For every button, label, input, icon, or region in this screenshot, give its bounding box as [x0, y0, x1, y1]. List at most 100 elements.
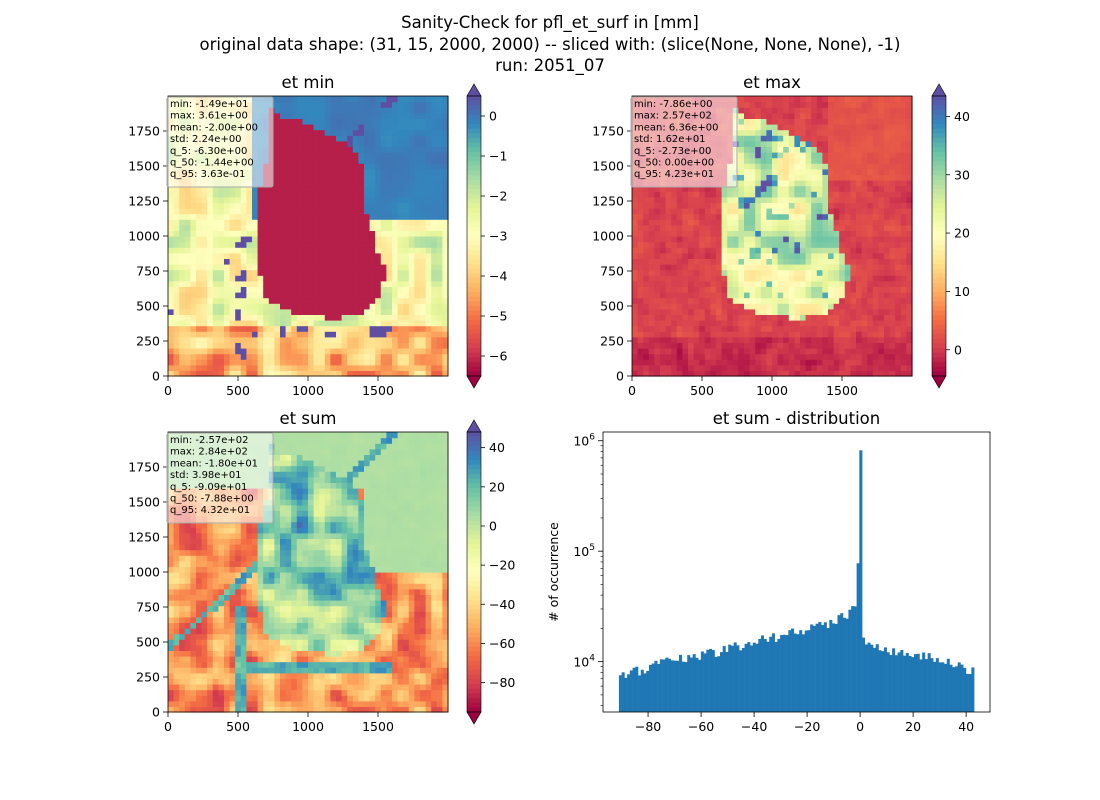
- colorbar-segment: [932, 352, 946, 358]
- colorbar-segment: [467, 366, 481, 372]
- colorbar-segment: [467, 217, 481, 223]
- stats-line: mean: -1.80e+01: [170, 458, 258, 469]
- colorbar-segment: [932, 278, 946, 284]
- y-tick-label: 0: [152, 705, 160, 720]
- colorbar-segment: [467, 348, 481, 354]
- x-tick-label: −20: [794, 719, 820, 734]
- histogram-bar: [856, 563, 860, 712]
- histogram-bar: [728, 644, 732, 712]
- histogram-bar: [725, 652, 729, 712]
- histogram-bar: [968, 674, 972, 712]
- colorbar-segment: [467, 133, 481, 139]
- colorbar-segment: [467, 618, 481, 624]
- colorbar-segment: [932, 264, 946, 270]
- x-tick-label: 20: [905, 719, 921, 734]
- colorbar-segment: [932, 334, 946, 340]
- histogram-bar: [878, 650, 882, 712]
- colorbar-segment: [932, 362, 946, 368]
- colorbar-segment: [932, 338, 946, 344]
- colorbar-segment: [467, 222, 481, 228]
- histogram-bar: [706, 649, 710, 712]
- x-tick-label: 500: [690, 383, 714, 398]
- colorbar-segment: [932, 166, 946, 172]
- colorbar-tick-label: −40: [489, 597, 515, 612]
- x-tick-label: 1500: [826, 383, 858, 398]
- histogram-bar: [845, 618, 849, 712]
- colorbar-segment: [932, 357, 946, 363]
- histogram-bar: [791, 628, 795, 712]
- histogram-bar: [741, 647, 745, 712]
- colorbar-segment: [932, 96, 946, 102]
- stats-line: q_50: -7.88e+00: [170, 494, 254, 505]
- histogram-bar: [744, 643, 748, 712]
- colorbar-segment: [467, 231, 481, 237]
- histogram-bar: [769, 636, 773, 712]
- colorbar-segment: [932, 254, 946, 260]
- colorbar-tick-label: −60: [489, 636, 515, 651]
- histogram-bar: [927, 653, 931, 712]
- y-tick-label: 1500: [592, 159, 624, 174]
- colorbar-segment: [467, 530, 481, 536]
- stats-line: q_50: 0.00e+00: [634, 158, 714, 169]
- colorbar-segment: [932, 189, 946, 195]
- stats-box-frame: [166, 432, 274, 524]
- colorbar-segment: [932, 231, 946, 237]
- histogram-bar: [717, 656, 721, 712]
- colorbar-segment: [467, 674, 481, 680]
- colorbar-tick-label: 30: [954, 167, 970, 182]
- histogram-bar: [722, 646, 726, 712]
- histogram-bar: [930, 658, 934, 712]
- colorbar-extend-top: [931, 83, 947, 97]
- y-tick-label: 1750: [592, 124, 624, 139]
- colorbar-tick-label: −3: [489, 229, 507, 244]
- histogram-bar: [960, 664, 964, 712]
- x-tick-label: 1000: [292, 383, 324, 398]
- x-tick-label: 500: [226, 383, 250, 398]
- stats-line: max: 2.84e+02: [170, 447, 248, 458]
- x-tick-label: 0: [164, 383, 172, 398]
- histogram-bar: [624, 677, 628, 712]
- colorbar-segment: [467, 660, 481, 666]
- y-tick-label: 500: [136, 635, 160, 650]
- colorbar-segment: [467, 105, 481, 111]
- colorbar-segment: [467, 684, 481, 690]
- colorbar-segment: [932, 208, 946, 214]
- colorbar-segment: [467, 170, 481, 176]
- y-tick-label: 1500: [128, 495, 160, 510]
- histogram-bars: [618, 450, 975, 712]
- stats-line: min: -7.86e+00: [634, 99, 713, 110]
- colorbar-segment: [467, 352, 481, 358]
- histogram-bar: [963, 667, 967, 712]
- histogram-bar: [618, 675, 622, 712]
- histogram-bar: [924, 659, 928, 712]
- histogram-bar: [965, 673, 969, 712]
- colorbar-segment: [467, 604, 481, 610]
- histogram-bar: [935, 658, 939, 712]
- x-tick-label: −80: [635, 719, 661, 734]
- colorbar-segment: [932, 259, 946, 265]
- stats-line: max: 3.61e+00: [170, 111, 248, 122]
- histogram-bar: [698, 659, 702, 712]
- colorbar-tick-label: 20: [954, 226, 970, 241]
- histogram-bar: [799, 630, 803, 712]
- colorbar-segment: [467, 478, 481, 484]
- colorbar-segment: [932, 245, 946, 251]
- histogram-bar: [903, 655, 907, 712]
- colorbar-segment: [467, 483, 481, 489]
- colorbar-segment: [467, 432, 481, 438]
- colorbar-segment: [467, 292, 481, 298]
- histogram-bar: [632, 667, 636, 712]
- stats-line: std: 2.24e+00: [170, 134, 242, 145]
- stats-line: q_95: 3.63e-01: [170, 169, 245, 180]
- stats-line: mean: -2.00e+00: [170, 122, 258, 133]
- figure-title-line-1: Sanity-Check for pfl_et_surf in [mm]: [401, 13, 699, 32]
- colorbar-segment: [932, 133, 946, 139]
- colorbar-segment: [467, 156, 481, 162]
- histogram-bar: [810, 624, 814, 712]
- stats-line: q_50: -1.44e+00: [170, 158, 254, 169]
- histogram-bar: [952, 667, 956, 712]
- colorbar-segment: [467, 506, 481, 512]
- histogram-bar: [673, 660, 677, 712]
- histogram-bar: [954, 666, 958, 712]
